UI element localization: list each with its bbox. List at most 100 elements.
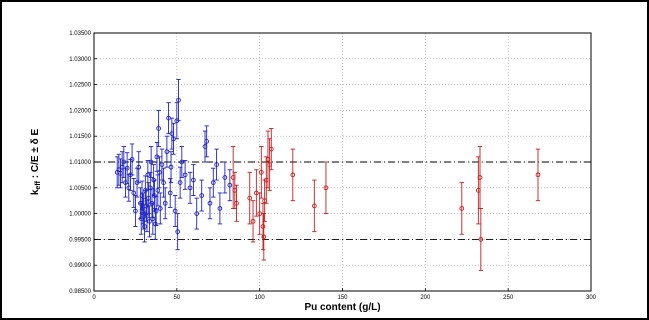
- data-point-blue: [164, 135, 170, 168]
- data-point-blue: [204, 125, 210, 158]
- point-marker: [478, 237, 484, 242]
- data-point-blue: [210, 167, 216, 198]
- tick-labels: 0 50 100 150 200 250 300 0.98500 0.99000 0.99500 1…: [69, 31, 596, 301]
- point-marker: [144, 213, 150, 219]
- y-axis-label-sub: eff: [35, 180, 42, 189]
- point-marker: [207, 200, 213, 206]
- y-tick-label: 1.01500: [69, 134, 91, 140]
- point-marker: [187, 185, 193, 191]
- y-tick-label: 1.02500: [69, 83, 91, 89]
- y-tick-label: 0.99500: [69, 237, 91, 243]
- point-marker: [261, 234, 267, 240]
- data-point-blue: [227, 169, 233, 202]
- point-marker: [257, 211, 263, 216]
- data-point-blue: [162, 187, 168, 220]
- x-tick-label: 50: [173, 295, 180, 301]
- data-point-red: [323, 161, 329, 215]
- grid: [94, 33, 591, 291]
- point-marker: [141, 211, 147, 216]
- point-marker: [155, 188, 161, 193]
- point-marker: [176, 97, 181, 103]
- data-point-red: [290, 148, 296, 202]
- point-marker: [147, 185, 153, 191]
- data-point-blue: [157, 156, 162, 189]
- point-marker: [250, 218, 256, 224]
- point-marker: [140, 206, 146, 211]
- data-point-red: [311, 179, 317, 233]
- point-marker: [161, 180, 166, 185]
- y-tick-label: 1.03000: [69, 57, 91, 63]
- data-point-blue: [153, 196, 159, 226]
- point-marker: [145, 172, 151, 178]
- data-point-red: [234, 184, 239, 222]
- data-point-blue: [168, 151, 174, 184]
- point-marker: [157, 169, 162, 175]
- data-point-blue: [145, 160, 151, 190]
- data-point-blue: [131, 178, 137, 208]
- data-point-blue: [136, 151, 142, 184]
- x-axis-label: Pu content (g/L): [304, 302, 380, 313]
- y-tick-label: 1.02000: [69, 108, 91, 114]
- point-marker: [164, 149, 170, 155]
- x-tick-label: 300: [586, 295, 597, 301]
- data-point-blue: [187, 171, 193, 204]
- point-marker: [217, 206, 223, 211]
- data-point-blue: [175, 213, 181, 251]
- data-point-blue: [157, 192, 163, 225]
- data-point-blue: [129, 143, 135, 176]
- data-point-red: [260, 202, 266, 251]
- point-marker: [139, 193, 145, 198]
- point-marker: [129, 157, 135, 162]
- point-marker: [323, 185, 329, 191]
- point-marker: [157, 206, 163, 211]
- point-marker: [156, 126, 161, 131]
- point-marker: [150, 216, 156, 222]
- point-marker: [152, 193, 157, 198]
- point-marker: [222, 175, 228, 180]
- data-point-red: [459, 182, 465, 235]
- data-points: [114, 78, 541, 271]
- point-marker: [204, 139, 210, 144]
- data-point-red: [535, 148, 541, 202]
- point-marker: [167, 190, 173, 196]
- data-point-red: [268, 128, 274, 171]
- x-tick-label: 250: [503, 295, 514, 301]
- data-point-blue: [199, 179, 205, 212]
- point-marker: [258, 169, 264, 175]
- point-marker: [147, 218, 152, 224]
- y-axis-label-rest: : C/E ± δ E: [30, 129, 41, 181]
- point-marker: [260, 224, 266, 229]
- data-point-blue: [124, 152, 130, 185]
- point-marker: [136, 164, 142, 170]
- point-marker: [159, 162, 165, 167]
- point-marker: [535, 172, 541, 178]
- point-marker: [131, 190, 137, 196]
- data-point-blue: [214, 148, 219, 181]
- point-marker: [194, 211, 200, 216]
- point-marker: [162, 200, 168, 206]
- point-marker: [247, 195, 253, 201]
- y-tick-label: 1.01000: [69, 160, 91, 166]
- point-marker: [191, 177, 196, 183]
- y-tick-label: 0.98500: [69, 289, 91, 295]
- data-point-blue: [176, 78, 181, 122]
- reference-lines: [94, 161, 591, 240]
- data-point-blue: [155, 174, 161, 207]
- y-tick-label: 0.99000: [69, 263, 91, 269]
- point-marker: [227, 182, 233, 188]
- point-marker: [234, 200, 239, 206]
- point-marker: [172, 208, 178, 214]
- data-point-blue: [159, 148, 165, 181]
- point-marker: [268, 146, 274, 152]
- x-tick-label: 0: [92, 295, 96, 301]
- x-tick-label: 200: [420, 295, 431, 301]
- point-marker: [121, 159, 127, 165]
- point-marker: [199, 193, 205, 198]
- point-marker: [210, 180, 216, 185]
- point-marker: [182, 172, 188, 178]
- point-marker: [133, 208, 138, 214]
- data-point-blue: [222, 161, 228, 194]
- y-axis-label: keff : C/E ± δ E: [30, 129, 42, 196]
